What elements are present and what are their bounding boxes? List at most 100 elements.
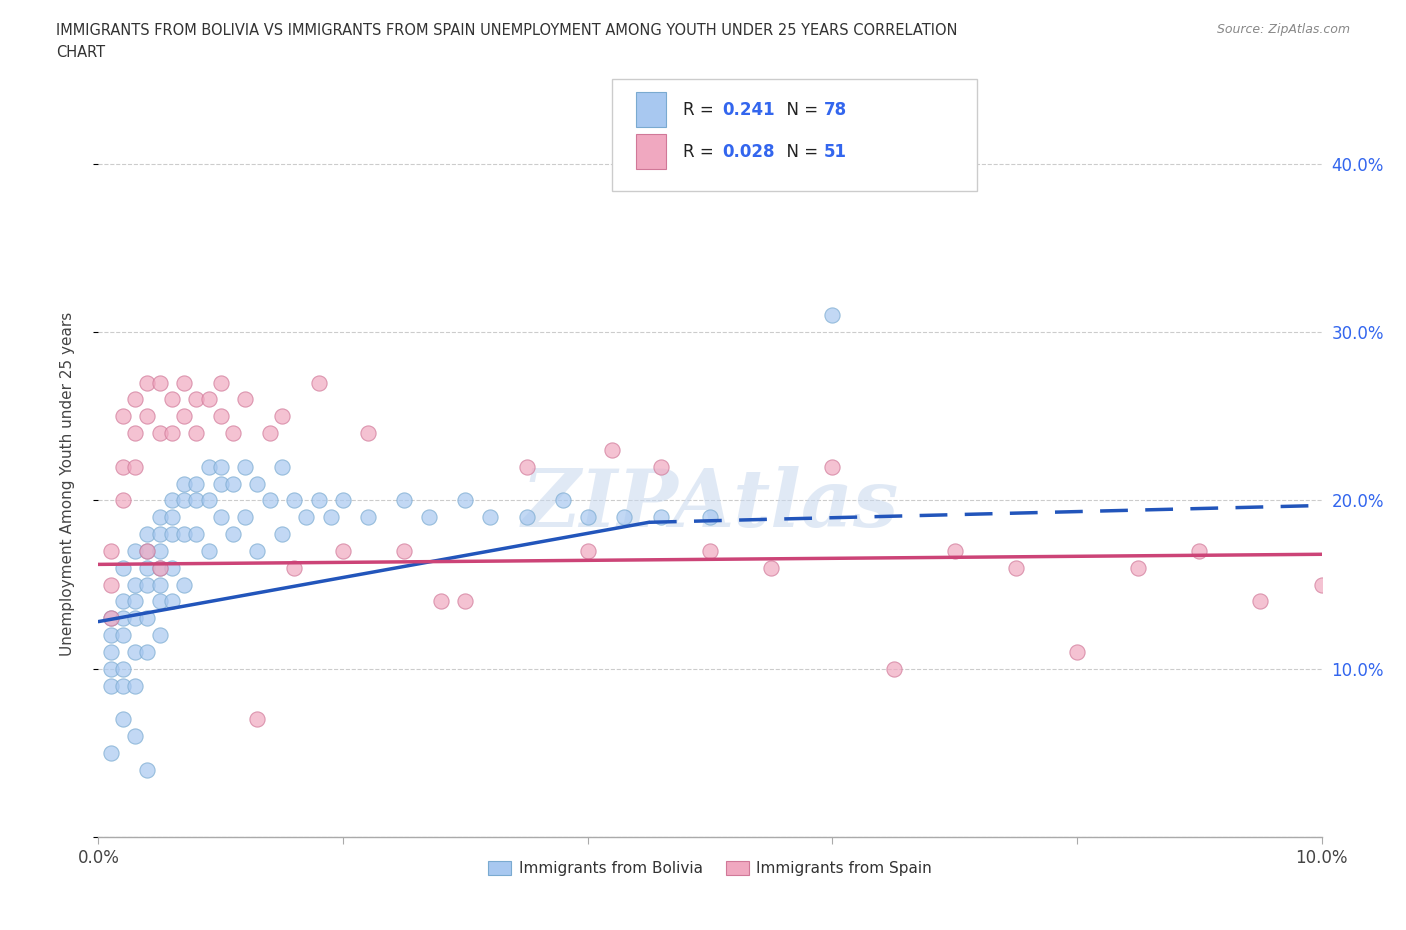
Point	[124, 543, 146, 558]
Point	[295, 510, 318, 525]
Point	[197, 543, 219, 558]
Point	[270, 459, 292, 474]
Point	[222, 426, 245, 441]
Legend: Immigrants from Bolivia, Immigrants from Spain: Immigrants from Bolivia, Immigrants from…	[482, 855, 938, 883]
Point	[1310, 578, 1333, 592]
Point	[160, 594, 183, 609]
Point	[136, 543, 159, 558]
Point	[392, 543, 416, 558]
Point	[100, 578, 122, 592]
Point	[136, 409, 159, 424]
Point	[111, 711, 134, 726]
Point	[650, 459, 672, 474]
Point	[186, 526, 208, 541]
Point	[136, 543, 159, 558]
Point	[233, 392, 256, 407]
Point	[270, 409, 292, 424]
Point	[149, 510, 172, 525]
Point	[124, 459, 146, 474]
Point	[454, 493, 477, 508]
Point	[160, 526, 183, 541]
Text: Source: ZipAtlas.com: Source: ZipAtlas.com	[1216, 23, 1350, 36]
Point	[821, 459, 844, 474]
Text: CHART: CHART	[56, 45, 105, 60]
Point	[124, 728, 146, 743]
Point	[699, 543, 721, 558]
Point	[173, 476, 195, 491]
Point	[332, 493, 354, 508]
Point	[149, 594, 172, 609]
Point	[173, 493, 195, 508]
Point	[100, 628, 122, 643]
Point	[111, 661, 134, 676]
Point	[1188, 543, 1211, 558]
Point	[186, 476, 208, 491]
Point	[100, 644, 122, 659]
Point	[332, 543, 354, 558]
Point	[553, 493, 575, 508]
Point	[149, 375, 172, 390]
Point	[259, 493, 281, 508]
Point	[149, 560, 172, 575]
Point	[173, 526, 195, 541]
Point	[197, 459, 219, 474]
Point	[111, 409, 134, 424]
Point	[160, 493, 183, 508]
Point	[1128, 560, 1150, 575]
Point	[454, 594, 477, 609]
Point	[111, 611, 134, 626]
Point	[136, 763, 159, 777]
Y-axis label: Unemployment Among Youth under 25 years: Unemployment Among Youth under 25 years	[60, 312, 75, 656]
Point	[124, 392, 146, 407]
Point	[650, 510, 672, 525]
Point	[186, 493, 208, 508]
Point	[124, 678, 146, 693]
Point	[124, 578, 146, 592]
Text: N =: N =	[776, 142, 824, 161]
Point	[149, 526, 172, 541]
Point	[100, 746, 122, 761]
Point	[246, 543, 269, 558]
Point	[233, 459, 256, 474]
Point	[246, 476, 269, 491]
Point	[149, 628, 172, 643]
Point	[186, 392, 208, 407]
Point	[136, 526, 159, 541]
Point	[100, 611, 122, 626]
Point	[136, 578, 159, 592]
Text: 78: 78	[824, 100, 846, 119]
Point	[111, 459, 134, 474]
Point	[222, 476, 245, 491]
Text: ZIPAtlas: ZIPAtlas	[522, 466, 898, 543]
Point	[111, 493, 134, 508]
Text: IMMIGRANTS FROM BOLIVIA VS IMMIGRANTS FROM SPAIN UNEMPLOYMENT AMONG YOUTH UNDER : IMMIGRANTS FROM BOLIVIA VS IMMIGRANTS FR…	[56, 23, 957, 38]
Point	[100, 661, 122, 676]
Point	[149, 426, 172, 441]
Point	[124, 611, 146, 626]
Point	[209, 375, 232, 390]
Point	[1004, 560, 1026, 575]
Point	[576, 543, 599, 558]
Point	[136, 611, 159, 626]
Point	[173, 578, 195, 592]
Text: N =: N =	[776, 100, 824, 119]
Point	[186, 426, 208, 441]
Point	[392, 493, 416, 508]
Point	[356, 426, 378, 441]
Point	[516, 510, 538, 525]
Point	[111, 560, 134, 575]
Point	[821, 308, 844, 323]
Point	[160, 426, 183, 441]
Point	[160, 560, 183, 575]
Point	[124, 594, 146, 609]
Point	[136, 560, 159, 575]
Point	[100, 543, 122, 558]
Point	[111, 678, 134, 693]
Text: 0.028: 0.028	[723, 142, 775, 161]
Point	[418, 510, 440, 525]
Point	[1066, 644, 1088, 659]
Text: 0.241: 0.241	[723, 100, 775, 119]
Text: R =: R =	[683, 142, 720, 161]
Point	[149, 543, 172, 558]
Point	[759, 560, 782, 575]
